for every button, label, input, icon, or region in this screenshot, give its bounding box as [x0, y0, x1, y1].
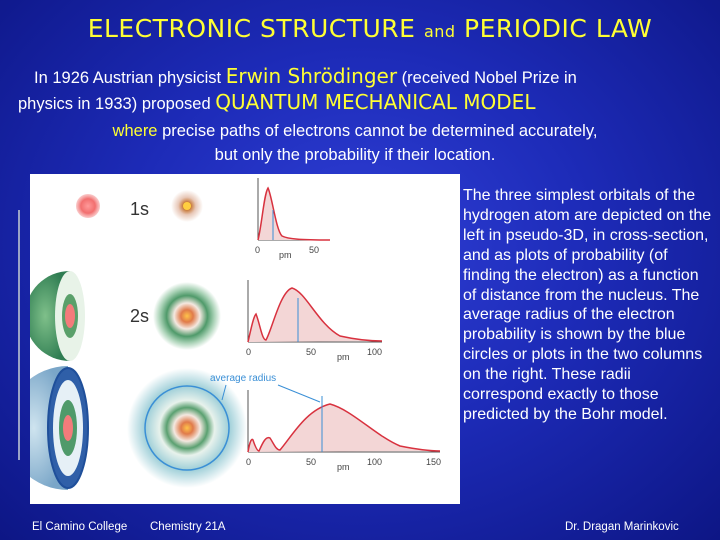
probability-plot-1s: 0 50 pm [255, 178, 331, 260]
title-main: ELECTRONIC STRUCTURE [87, 14, 416, 43]
tick-label: 100 [367, 457, 382, 467]
axis-unit-label: pm [337, 352, 350, 362]
orbital-3s-core [63, 415, 73, 441]
intro-text: (received Nobel Prize in [397, 69, 577, 87]
footer-author: Dr. Dragan Marinkovic [565, 521, 679, 533]
figure-caption: The three simplest orbitals of the hydro… [463, 187, 712, 423]
intro-highlight-word: where [112, 122, 158, 140]
tick-label: 100 [367, 347, 382, 357]
model-name: QUANTUM MECHANICAL MODEL [215, 90, 536, 114]
orbital-illustration: 1s 2s 3s average radius 0 50 pm [6, 178, 441, 490]
intro-line-3: where precise paths of electrons cannot … [0, 122, 710, 141]
tick-label: 50 [306, 457, 316, 467]
nucleus-dot [183, 202, 191, 210]
footer-course: Chemistry 21A [150, 521, 226, 533]
average-radius-label: average radius [210, 373, 276, 384]
axis-unit-label: pm [279, 250, 292, 260]
orbital-figure: 1s 2s 3s average radius 0 50 pm [6, 174, 460, 504]
axis-unit-label: pm [337, 462, 350, 472]
slide-title: ELECTRONIC STRUCTURE and PERIODIC LAW [0, 14, 720, 43]
footer-institution: El Camino College [32, 521, 128, 533]
tick-label: 0 [246, 347, 251, 357]
tick-label: 0 [246, 457, 251, 467]
intro-line-1: In 1926 Austrian physicist Erwin Shrödin… [34, 64, 694, 88]
intro-text: physics in 1933) proposed [18, 95, 216, 113]
person-name: Erwin Shrödinger [225, 64, 398, 88]
average-radius-circle [144, 385, 230, 471]
orbital-1s-3d [76, 194, 100, 218]
intro-line-4: but only the probability if their locati… [214, 146, 496, 164]
probability-plot-2s: 0 50 100 pm [246, 280, 382, 362]
decorative-divider [18, 210, 20, 460]
orbital-label-2s: 2s [130, 306, 149, 326]
average-radius-arrow-left [221, 384, 227, 401]
probability-plot-3s: 0 50 100 150 pm [246, 390, 441, 472]
tick-label: 50 [309, 245, 319, 255]
orbital-2s-core [65, 304, 75, 328]
orbital-label-1s: 1s [130, 199, 149, 219]
title-connector: and [423, 22, 456, 41]
tick-label: 0 [255, 245, 260, 255]
title-end: PERIODIC LAW [464, 14, 653, 43]
average-radius-arrow-right [277, 384, 321, 403]
intro-text: In 1926 Austrian physicist [34, 69, 226, 87]
orbital-2s-cross-section [153, 282, 221, 350]
tick-label: 50 [306, 347, 316, 357]
intro-text: precise paths of electrons cannot be det… [157, 122, 598, 140]
tick-label: 150 [426, 457, 441, 467]
intro-line-2: physics in 1933) proposed QUANTUM MECHAN… [18, 90, 708, 114]
